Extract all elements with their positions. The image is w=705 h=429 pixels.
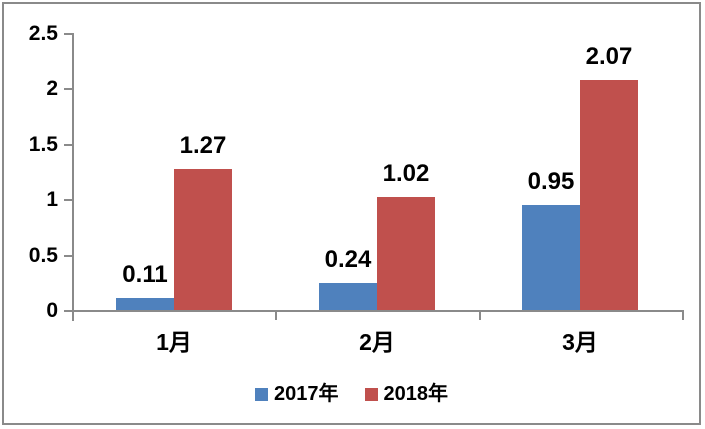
y-axis-label: 0 [46, 299, 58, 322]
legend-label: 2017年 [274, 383, 339, 405]
bar-value-label: 0.95 [527, 168, 575, 195]
y-axis-tick [64, 33, 72, 35]
bar-value-label: 1.02 [382, 160, 430, 187]
legend-item-2018年: 2018年 [364, 381, 449, 407]
x-axis-category-label: 3月 [562, 329, 598, 355]
bar-2018年-2月 [377, 197, 435, 310]
bar-2017年-2月 [319, 283, 377, 310]
chart-legend: 2017年 2018年 [4, 380, 699, 408]
bar-value-label: 0.24 [324, 246, 372, 273]
bar-2017年-1月 [116, 298, 174, 310]
y-axis-label: 2.5 [28, 22, 58, 45]
legend-item-2017年: 2017年 [255, 381, 339, 407]
bar-2018年-3月 [580, 80, 638, 310]
y-axis-label: 1.5 [28, 133, 58, 156]
y-axis-label: 2 [46, 77, 58, 100]
legend-swatch-icon [255, 387, 268, 401]
y-axis-label: 1 [46, 188, 58, 211]
legend-swatch-icon [364, 387, 378, 401]
x-axis-tick [275, 310, 277, 320]
y-axis-tick [64, 144, 72, 146]
y-axis-label: 0.5 [28, 244, 58, 267]
y-axis-tick [64, 310, 72, 312]
legend-label: 2018年 [383, 383, 449, 405]
x-axis-category-label: 2月 [359, 329, 395, 355]
x-axis-category-label: 1月 [156, 329, 192, 355]
bar-2017年-3月 [522, 205, 580, 310]
x-axis-line [72, 310, 684, 312]
chart-frame: 0 0.5 1 1.5 2 2.5 0.11 0.24 0.95 1.27 1.02 2.07 1月 2月… [2, 2, 701, 425]
x-axis-tick [682, 310, 684, 320]
bar-2018年-1月 [174, 169, 232, 310]
y-axis-tick [64, 199, 72, 201]
plot-area: 0 0.5 1 1.5 2 2.5 0.11 0.24 0.95 1.27 1.02 2.07 1月 2月… [4, 4, 699, 423]
bar-value-label: 2.07 [585, 43, 633, 70]
y-axis-tick [64, 88, 72, 90]
bar-value-label: 1.27 [179, 132, 227, 159]
x-axis-tick [479, 310, 481, 320]
y-axis-line [72, 33, 74, 321]
bar-value-label: 0.11 [122, 261, 168, 288]
y-axis-tick [64, 255, 72, 257]
